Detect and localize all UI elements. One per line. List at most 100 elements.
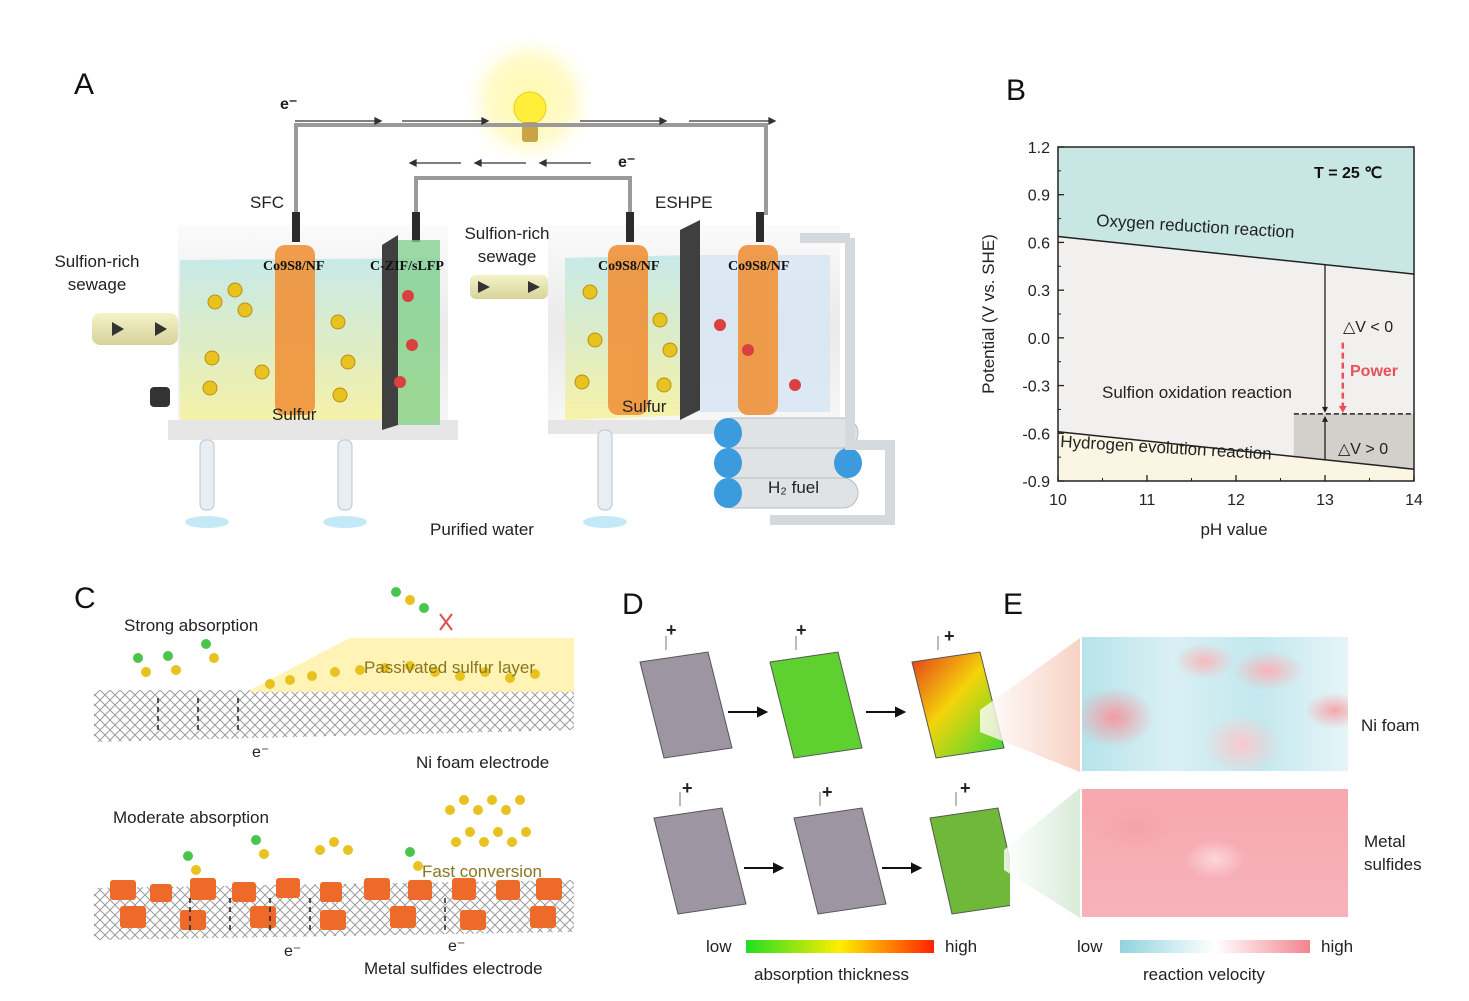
panel-label-e: E — [1003, 588, 1024, 621]
terminal-plus-1: + — [666, 620, 677, 640]
absorption-colorbar — [746, 940, 934, 953]
ni-foam-slab — [94, 690, 574, 742]
y-tick-label: 0.9 — [1028, 188, 1050, 205]
electron-label-c3: e⁻ — [448, 938, 466, 955]
metal-sulfides-electrode-label: Metal sulfides electrode — [364, 959, 543, 978]
dv-negative-label: △V < 0 — [1343, 319, 1393, 336]
passivated-layer-label: Passivated sulfur layer — [364, 658, 536, 677]
strong-absorption-label: Strong absorption — [124, 616, 259, 635]
panel-label-c: C — [74, 582, 96, 615]
h2-storage-tanks — [714, 233, 895, 525]
velocity-colorbar — [1120, 940, 1310, 953]
terminal-plus-2: + — [796, 620, 807, 640]
moderate-absorption-label: Moderate absorption — [113, 808, 269, 827]
y-tick-label: -0.9 — [1022, 474, 1050, 491]
passivated-sulfur-particles — [265, 661, 540, 689]
orr-region-fill — [1058, 147, 1414, 275]
sulfion-region-label: Sulfion oxidation reaction — [1102, 383, 1292, 402]
electrode-bodies — [275, 245, 778, 415]
colorbar-d-low: low — [706, 937, 732, 956]
potential-ph-chart: 1.2 0.9 0.6 0.3 0.0 -0.3 -0.6 -0.910 11 12 13 14 T … — [979, 140, 1423, 539]
metal-sulfide-crystals — [110, 878, 562, 930]
electrode-plate-bare-2 — [653, 792, 747, 915]
y-tick-label: 0.0 — [1028, 331, 1050, 348]
electron-label-c2: e⁻ — [284, 943, 302, 960]
terminal-plus-6: + — [960, 778, 971, 798]
sulfur-particles — [202, 282, 678, 403]
x-tick-label: 11 — [1139, 492, 1156, 509]
metal-sulfides-label-1: Metal — [1364, 832, 1406, 851]
ni-foam-electrode-label: Ni foam electrode — [416, 753, 550, 772]
y-tick-label: -0.6 — [1022, 426, 1050, 443]
panel-label-d: D — [622, 588, 644, 621]
electrode-label-1: Co9S8/NF — [263, 259, 325, 274]
sulfion-potential-box — [1293, 413, 1414, 470]
sulfur-chain-particles — [315, 795, 531, 855]
fast-conversion-label: Fast conversion — [422, 862, 542, 881]
y-tick-label: -0.3 — [1022, 379, 1050, 396]
ni-foam-label: Ni foam — [1361, 716, 1420, 735]
purified-water-label: Purified water — [430, 520, 534, 539]
panel-label-a: A — [74, 68, 95, 101]
electrode-label-4: Co9S8/NF — [728, 259, 790, 274]
sulfur-label-2: Sulfur — [622, 397, 667, 416]
terminal-plus-5: + — [822, 782, 833, 802]
ni-foam-velocity-map — [1082, 637, 1348, 771]
oxygen-particles — [394, 290, 801, 391]
power-label: Power — [1350, 363, 1398, 380]
electrode-label-2: C-ZIF/sLFP — [370, 259, 444, 274]
electron-label-top: e⁻ — [280, 96, 298, 113]
y-axis-label: Potential (V vs. SHE) — [979, 234, 998, 394]
terminal-plus-3: + — [944, 626, 955, 646]
metal-sulfides-velocity-map — [1082, 789, 1348, 917]
dv-positive-label: △V > 0 — [1338, 441, 1388, 458]
membranes — [382, 220, 700, 430]
panel-e-zoom-wedges — [980, 638, 1080, 918]
panel-c-illustration — [94, 587, 574, 940]
electron-label-mid: e⁻ — [618, 154, 636, 171]
x-axis-label: pH value — [1200, 520, 1267, 539]
electrode-label-3: Co9S8/NF — [598, 259, 660, 274]
sulfur-label-1: Sulfur — [272, 405, 317, 424]
dv-positive-arrowhead — [1322, 415, 1328, 422]
her-region-fill — [1058, 431, 1414, 481]
panel-a-illustration — [92, 30, 895, 528]
colorbar-d-label: absorption thickness — [754, 965, 909, 984]
x-tick-label: 12 — [1227, 492, 1245, 509]
y-tick-label: 0.3 — [1028, 283, 1050, 300]
outer-wire — [294, 123, 768, 215]
electrode-plate-bare-1 — [639, 636, 733, 759]
x-tick-label: 13 — [1316, 492, 1334, 509]
x-tick-label: 10 — [1049, 492, 1067, 509]
orr-line — [1057, 235, 1415, 275]
electrode-plate-coated-2 — [793, 792, 887, 915]
h2-fuel-label: H₂ fuel — [768, 478, 820, 497]
electrode-plate-coated-1 — [769, 636, 863, 759]
inlet-label: Sulfion-rich sewage — [54, 252, 140, 294]
electrode-rods — [292, 212, 764, 242]
colorbar-d-high: high — [945, 937, 978, 956]
terminal-plus-4: + — [682, 778, 693, 798]
blocked-cross-icon — [439, 613, 453, 631]
colorbar-e-label: reaction velocity — [1143, 965, 1265, 984]
panel-d-illustration — [639, 636, 1010, 915]
colorbar-e-high: high — [1321, 937, 1354, 956]
inner-wire — [414, 176, 632, 215]
inlet-pipe — [92, 313, 178, 345]
light-bulb-icon — [513, 91, 547, 125]
x-tick-label: 14 — [1405, 492, 1423, 509]
sulfion-particles-bottom — [183, 835, 423, 875]
sfc-label: SFC — [250, 193, 284, 212]
transfer-label: Sulfion-rich sewage — [464, 224, 550, 266]
dv-negative-arrowhead — [1322, 406, 1328, 413]
eshpe-label: ESHPE — [655, 193, 713, 212]
sulfion-particles-top — [133, 587, 429, 677]
transfer-pipe — [470, 275, 548, 299]
electron-label-c1: e⁻ — [252, 744, 270, 761]
panel-label-b: B — [1006, 74, 1027, 107]
y-tick-label: 0.6 — [1028, 235, 1050, 252]
power-arrowhead — [1338, 405, 1347, 413]
chart-temp-annotation: T = 25 ℃ — [1314, 165, 1382, 182]
metal-sulfides-label-2: sulfides — [1364, 855, 1422, 874]
colorbar-e-low: low — [1077, 937, 1103, 956]
